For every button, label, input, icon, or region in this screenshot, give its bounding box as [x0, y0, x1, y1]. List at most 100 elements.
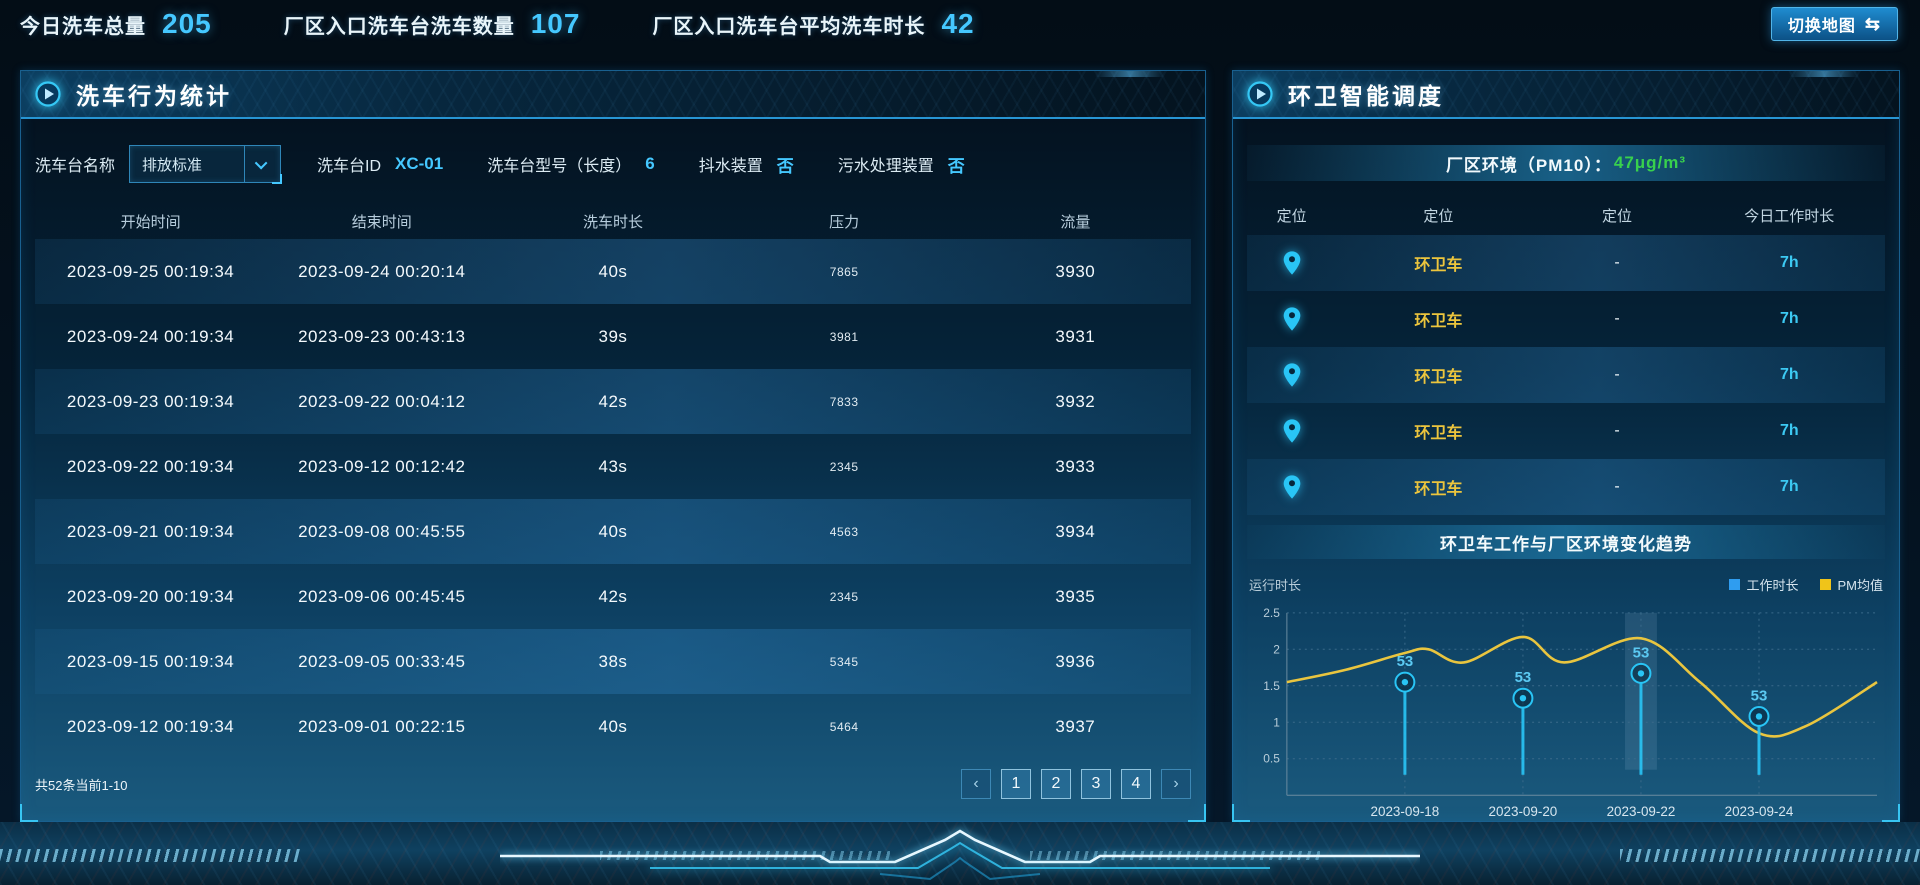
cell-duration: 39s	[598, 326, 628, 346]
map-pin-icon[interactable]	[1247, 306, 1336, 332]
page-number-button[interactable]: 2	[1041, 769, 1071, 799]
hatch-stripe-left	[0, 849, 300, 862]
cell-flow: 3936	[1055, 651, 1096, 671]
column-header: 定位	[1276, 207, 1307, 225]
top-stat: 厂区入口洗车台平均洗车时长 42	[652, 8, 974, 40]
vehicle-name: 环卫车	[1414, 257, 1463, 274]
sewage-device-label: 污水处理装置	[837, 158, 934, 175]
page-number-button[interactable]: 4	[1121, 769, 1151, 799]
column-header: 结束时间	[351, 213, 412, 231]
vehicle-row: 环卫车 - 7h	[1247, 459, 1885, 515]
cell-start-time: 2023-09-20 00:19:34	[66, 586, 235, 606]
swap-arrows-icon: ⇆	[1864, 13, 1881, 34]
wash-table: 开始时间 结束时间 洗车时长 压力 流量 2023-09-25 00:19:34 202…	[35, 203, 1191, 759]
top-stats: 今日洗车总量 205 厂区入口洗车台洗车数量 107 厂区入口洗车台平均洗车时长…	[20, 8, 975, 40]
cell-end-time: 2023-09-01 00:22:15	[298, 716, 466, 736]
cell-flow: 3933	[1055, 456, 1096, 476]
cell-flow: 3934	[1055, 521, 1096, 541]
cell-flow: 3932	[1055, 391, 1096, 411]
switch-map-button[interactable]: 切换地图 ⇆	[1770, 7, 1898, 41]
prev-page-button[interactable]: ‹	[961, 769, 991, 799]
sanitation-panel-title: 环卫智能调度	[1288, 83, 1444, 109]
svg-text:1: 1	[1273, 715, 1280, 729]
vehicle-name: 环卫车	[1414, 425, 1463, 442]
cell-pressure: 2345	[829, 459, 859, 474]
cell-pressure: 5345	[829, 654, 859, 669]
vehicle-work-hours: 7h	[1779, 310, 1799, 327]
vehicle-work-hours: 7h	[1779, 254, 1799, 271]
trend-title: 环卫车工作与厂区环境变化趋势	[1440, 534, 1692, 554]
map-pin-icon[interactable]	[1247, 362, 1336, 388]
cell-duration: 40s	[598, 521, 628, 541]
vehicle-location-placeholder: -	[1614, 422, 1620, 439]
sanitation-panel-header: 环卫智能调度	[1233, 71, 1899, 119]
vehicle-name: 环卫车	[1414, 313, 1463, 330]
chart-legend: 工作时长 PM均值	[1729, 575, 1883, 594]
map-pin-icon[interactable]	[1247, 250, 1336, 276]
station-id-label: 洗车台ID	[317, 158, 382, 175]
cell-duration: 42s	[598, 586, 628, 606]
svg-text:53: 53	[1751, 687, 1768, 704]
column-header: 压力	[829, 213, 860, 231]
svg-text:2.5: 2.5	[1263, 606, 1280, 620]
top-bar: 今日洗车总量 205 厂区入口洗车台洗车数量 107 厂区入口洗车台平均洗车时长…	[0, 0, 1920, 48]
svg-text:53: 53	[1633, 644, 1650, 661]
column-header: 今日工作时长	[1744, 207, 1835, 225]
cell-start-time: 2023-09-22 00:19:34	[66, 456, 235, 476]
table-row: 2023-09-12 00:19:34 2023-09-01 00:22:15 …	[35, 694, 1191, 759]
footer-chevron-lines	[500, 829, 1420, 881]
cell-start-time: 2023-09-23 00:19:34	[66, 391, 235, 411]
next-page-button[interactable]: ›	[1161, 769, 1191, 799]
legend-item: PM均值	[1820, 575, 1883, 594]
svg-text:0.5: 0.5	[1263, 752, 1280, 766]
chevron-down-icon[interactable]	[244, 146, 280, 182]
vehicle-table-header: 定位 定位 定位 今日工作时长	[1247, 195, 1885, 235]
cell-end-time: 2023-09-24 00:20:14	[298, 261, 466, 281]
cell-pressure: 4563	[829, 524, 859, 539]
wash-table-header: 开始时间 结束时间 洗车时长 压力 流量	[35, 203, 1191, 239]
map-pin-icon[interactable]	[1247, 474, 1336, 500]
cell-pressure: 3981	[829, 329, 859, 344]
cell-duration: 43s	[598, 456, 628, 476]
vehicle-location-placeholder: -	[1614, 478, 1620, 495]
page-number-button[interactable]: 1	[1001, 769, 1031, 799]
table-row: 2023-09-20 00:19:34 2023-09-06 00:45:45 …	[35, 564, 1191, 629]
svg-text:53: 53	[1397, 653, 1414, 670]
cell-end-time: 2023-09-12 00:12:42	[298, 456, 466, 476]
pm10-banner: 厂区环境（PM10）： 47μg/m³	[1247, 145, 1885, 181]
cell-end-time: 2023-09-06 00:45:45	[298, 586, 466, 606]
cell-start-time: 2023-09-15 00:19:34	[66, 651, 235, 671]
stat-value: 107	[530, 8, 581, 39]
cell-end-time: 2023-09-22 00:04:12	[298, 391, 466, 411]
station-name-selected-value: 排放标准	[142, 156, 203, 174]
vehicle-location-placeholder: -	[1614, 254, 1620, 271]
legend-swatch-icon	[1729, 579, 1741, 590]
station-id-value: XC-01	[395, 154, 444, 173]
cell-end-time: 2023-09-08 00:45:55	[298, 521, 466, 541]
vehicle-work-hours: 7h	[1779, 422, 1799, 439]
legend-label: PM均值	[1837, 578, 1883, 593]
play-icon	[35, 81, 61, 107]
wash-statistics-panel: 洗车行为统计 洗车台名称 排放标准 洗车台ID XC-01 洗车台型号（长度） …	[20, 70, 1206, 822]
cell-flow: 3931	[1055, 326, 1096, 346]
shake-device-value: 否	[776, 156, 794, 176]
wash-panel-title: 洗车行为统计	[76, 83, 232, 109]
station-name-select[interactable]: 排放标准	[129, 145, 283, 184]
stat-value: 205	[162, 8, 212, 39]
pagination-summary: 共52条当前1-10	[35, 777, 128, 793]
station-model-value: 6	[645, 154, 655, 173]
map-pin-icon[interactable]	[1247, 418, 1336, 444]
vehicle-row: 环卫车 - 7h	[1247, 291, 1885, 347]
station-name-label: 洗车台名称	[35, 158, 116, 175]
wash-panel-header: 洗车行为统计	[21, 71, 1205, 119]
chart-header: 运行时长 工作时长 PM均值	[1247, 575, 1885, 594]
table-row: 2023-09-24 00:19:34 2023-09-23 00:43:13 …	[35, 304, 1191, 369]
page-number-button[interactable]: 3	[1081, 769, 1111, 799]
shake-device-label: 抖水装置	[698, 158, 763, 175]
sanitation-dispatch-panel: 环卫智能调度 厂区环境（PM10）： 47μg/m³ 定位 定位 定位 今日工作时长 …	[1232, 70, 1900, 822]
cell-end-time: 2023-09-05 00:33:45	[298, 651, 466, 671]
vehicle-row: 环卫车 - 7h	[1247, 235, 1885, 291]
vehicle-row: 环卫车 - 7h	[1247, 347, 1885, 403]
